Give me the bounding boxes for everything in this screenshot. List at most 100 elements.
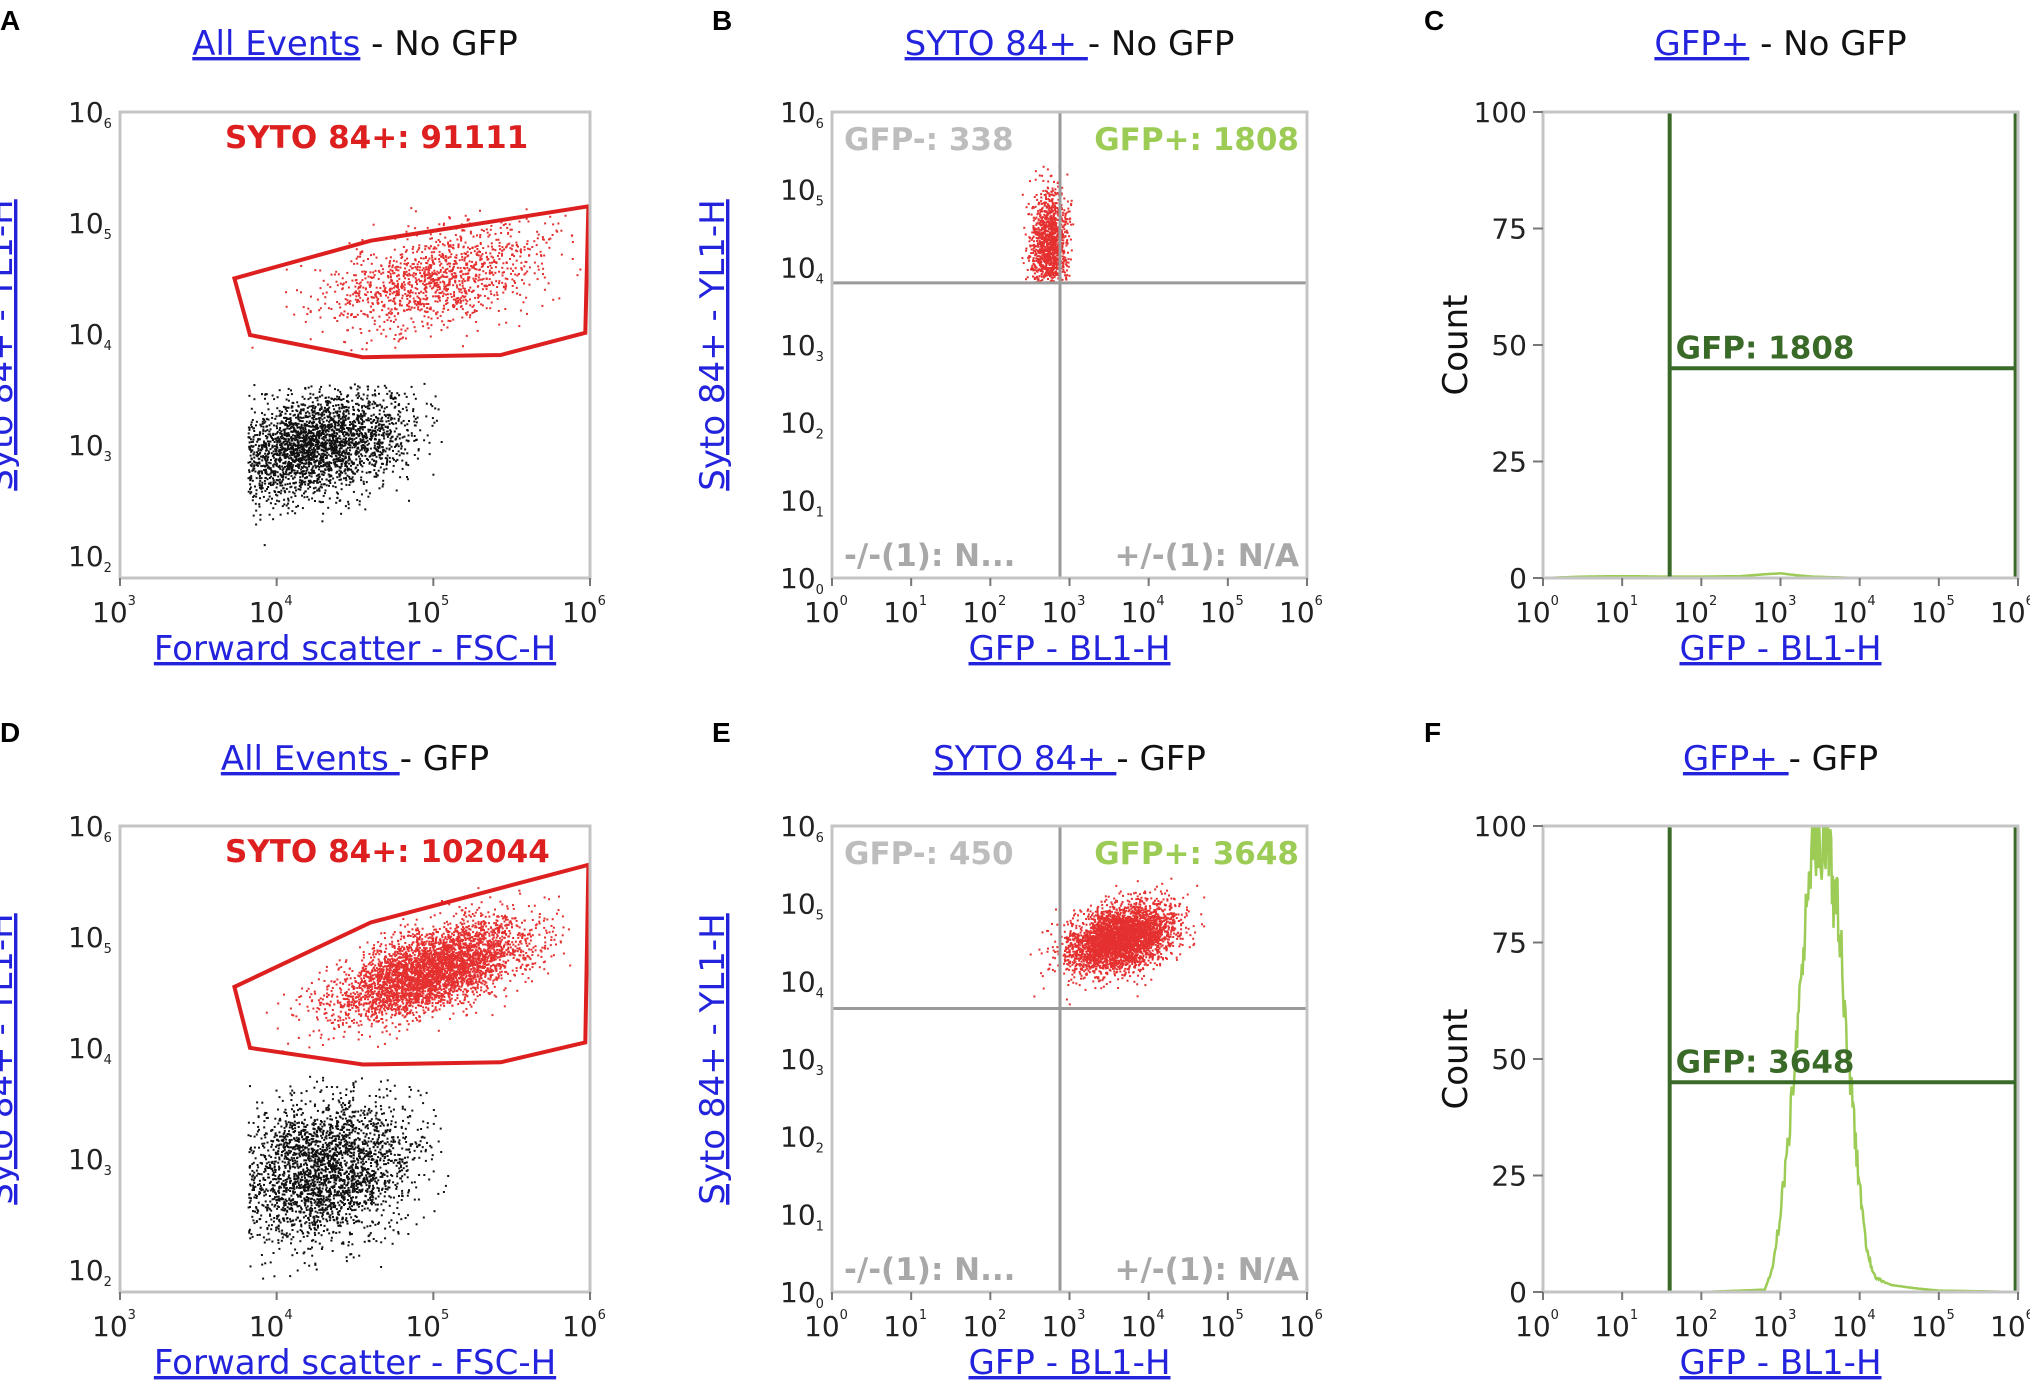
event-dot bbox=[398, 299, 401, 302]
event-dot bbox=[248, 441, 251, 444]
event-dot bbox=[297, 457, 300, 460]
panel-letter: A bbox=[0, 5, 20, 36]
event-dot bbox=[301, 479, 303, 482]
event-dot bbox=[479, 294, 482, 297]
event-dot bbox=[468, 289, 471, 292]
event-dot bbox=[280, 430, 283, 433]
event-dot bbox=[416, 268, 419, 271]
event-dot bbox=[365, 457, 368, 460]
event-dot bbox=[1032, 269, 1035, 272]
event-dot bbox=[394, 285, 397, 288]
event-dot bbox=[325, 484, 328, 487]
event-dot bbox=[410, 207, 413, 210]
event-dot bbox=[277, 479, 280, 482]
event-dot bbox=[332, 405, 335, 407]
event-dot bbox=[322, 279, 325, 282]
event-dot bbox=[505, 321, 508, 324]
event-dot bbox=[383, 468, 386, 471]
event-dot bbox=[405, 395, 408, 398]
event-dot bbox=[335, 448, 338, 451]
event-dot bbox=[346, 294, 349, 297]
event-dot bbox=[490, 301, 493, 304]
event-dot bbox=[347, 406, 350, 409]
event-dot bbox=[412, 410, 415, 413]
event-dot bbox=[383, 320, 386, 323]
event-dot bbox=[258, 503, 261, 506]
event-dot bbox=[436, 281, 439, 284]
title-link[interactable]: SYTO 84+ bbox=[905, 24, 1088, 64]
event-dot bbox=[296, 449, 299, 452]
event-dot bbox=[370, 437, 373, 440]
event-dot bbox=[261, 422, 264, 425]
event-dot bbox=[301, 446, 304, 448]
event-dot bbox=[309, 425, 312, 428]
event-dot bbox=[305, 466, 308, 469]
event-dot bbox=[1048, 242, 1051, 245]
event-dot bbox=[363, 435, 366, 438]
event-dot bbox=[250, 477, 253, 480]
event-dot bbox=[344, 419, 347, 421]
event-dot bbox=[314, 500, 316, 502]
event-dot bbox=[272, 518, 275, 521]
event-dot bbox=[1052, 261, 1054, 264]
event-dot bbox=[332, 450, 335, 453]
event-dot bbox=[275, 439, 278, 442]
event-dot bbox=[281, 505, 284, 508]
event-dot bbox=[441, 254, 444, 257]
event-dot bbox=[321, 431, 324, 434]
event-dot bbox=[1033, 240, 1035, 243]
title-link[interactable]: All Events bbox=[192, 24, 360, 64]
event-dot bbox=[1039, 210, 1042, 213]
event-dot bbox=[404, 259, 407, 262]
event-dot bbox=[372, 223, 375, 226]
event-dot bbox=[361, 348, 364, 351]
event-dot bbox=[1065, 229, 1068, 232]
event-dot bbox=[430, 324, 433, 327]
event-dot bbox=[356, 452, 359, 455]
event-dot bbox=[288, 472, 291, 474]
event-dot bbox=[348, 484, 351, 486]
event-dot bbox=[358, 432, 361, 435]
event-dot bbox=[417, 248, 420, 251]
event-dot bbox=[438, 250, 441, 253]
event-dot bbox=[433, 251, 436, 254]
event-dot bbox=[1054, 188, 1057, 191]
event-dot bbox=[330, 308, 333, 310]
y-axis-label[interactable]: Syto 84+ - YL1-H bbox=[0, 199, 21, 490]
event-dot bbox=[1065, 241, 1068, 244]
event-dot bbox=[497, 238, 500, 241]
event-dot bbox=[323, 446, 326, 449]
event-dot bbox=[330, 468, 333, 471]
event-dot bbox=[319, 433, 322, 436]
event-dot bbox=[439, 264, 441, 267]
event-dot bbox=[295, 436, 298, 439]
event-dot bbox=[318, 391, 321, 393]
event-dot bbox=[332, 461, 335, 464]
event-dot bbox=[277, 450, 280, 453]
event-dot bbox=[484, 285, 487, 288]
x-axis-label[interactable]: Forward scatter - FSC-H bbox=[154, 629, 556, 669]
event-dot bbox=[361, 239, 364, 241]
event-dot bbox=[257, 449, 260, 452]
event-dot bbox=[385, 447, 388, 450]
event-dot bbox=[488, 278, 491, 281]
event-dot bbox=[1035, 245, 1038, 248]
event-dot bbox=[366, 315, 369, 318]
event-dot bbox=[311, 448, 314, 451]
event-dot bbox=[287, 425, 290, 427]
event-dot bbox=[385, 294, 387, 297]
event-dot bbox=[397, 445, 400, 448]
event-dot bbox=[345, 409, 348, 412]
event-dot bbox=[313, 451, 316, 454]
event-dot bbox=[329, 447, 332, 450]
event-dot bbox=[358, 395, 361, 398]
gate-polygon[interactable] bbox=[231, 203, 591, 360]
event-dot bbox=[362, 259, 365, 262]
event-dot bbox=[299, 436, 302, 439]
event-dot bbox=[404, 293, 407, 295]
event-dot bbox=[388, 316, 391, 319]
event-dot bbox=[491, 245, 493, 248]
event-dot bbox=[394, 346, 397, 349]
event-dot bbox=[411, 274, 414, 277]
event-dot bbox=[327, 479, 330, 482]
